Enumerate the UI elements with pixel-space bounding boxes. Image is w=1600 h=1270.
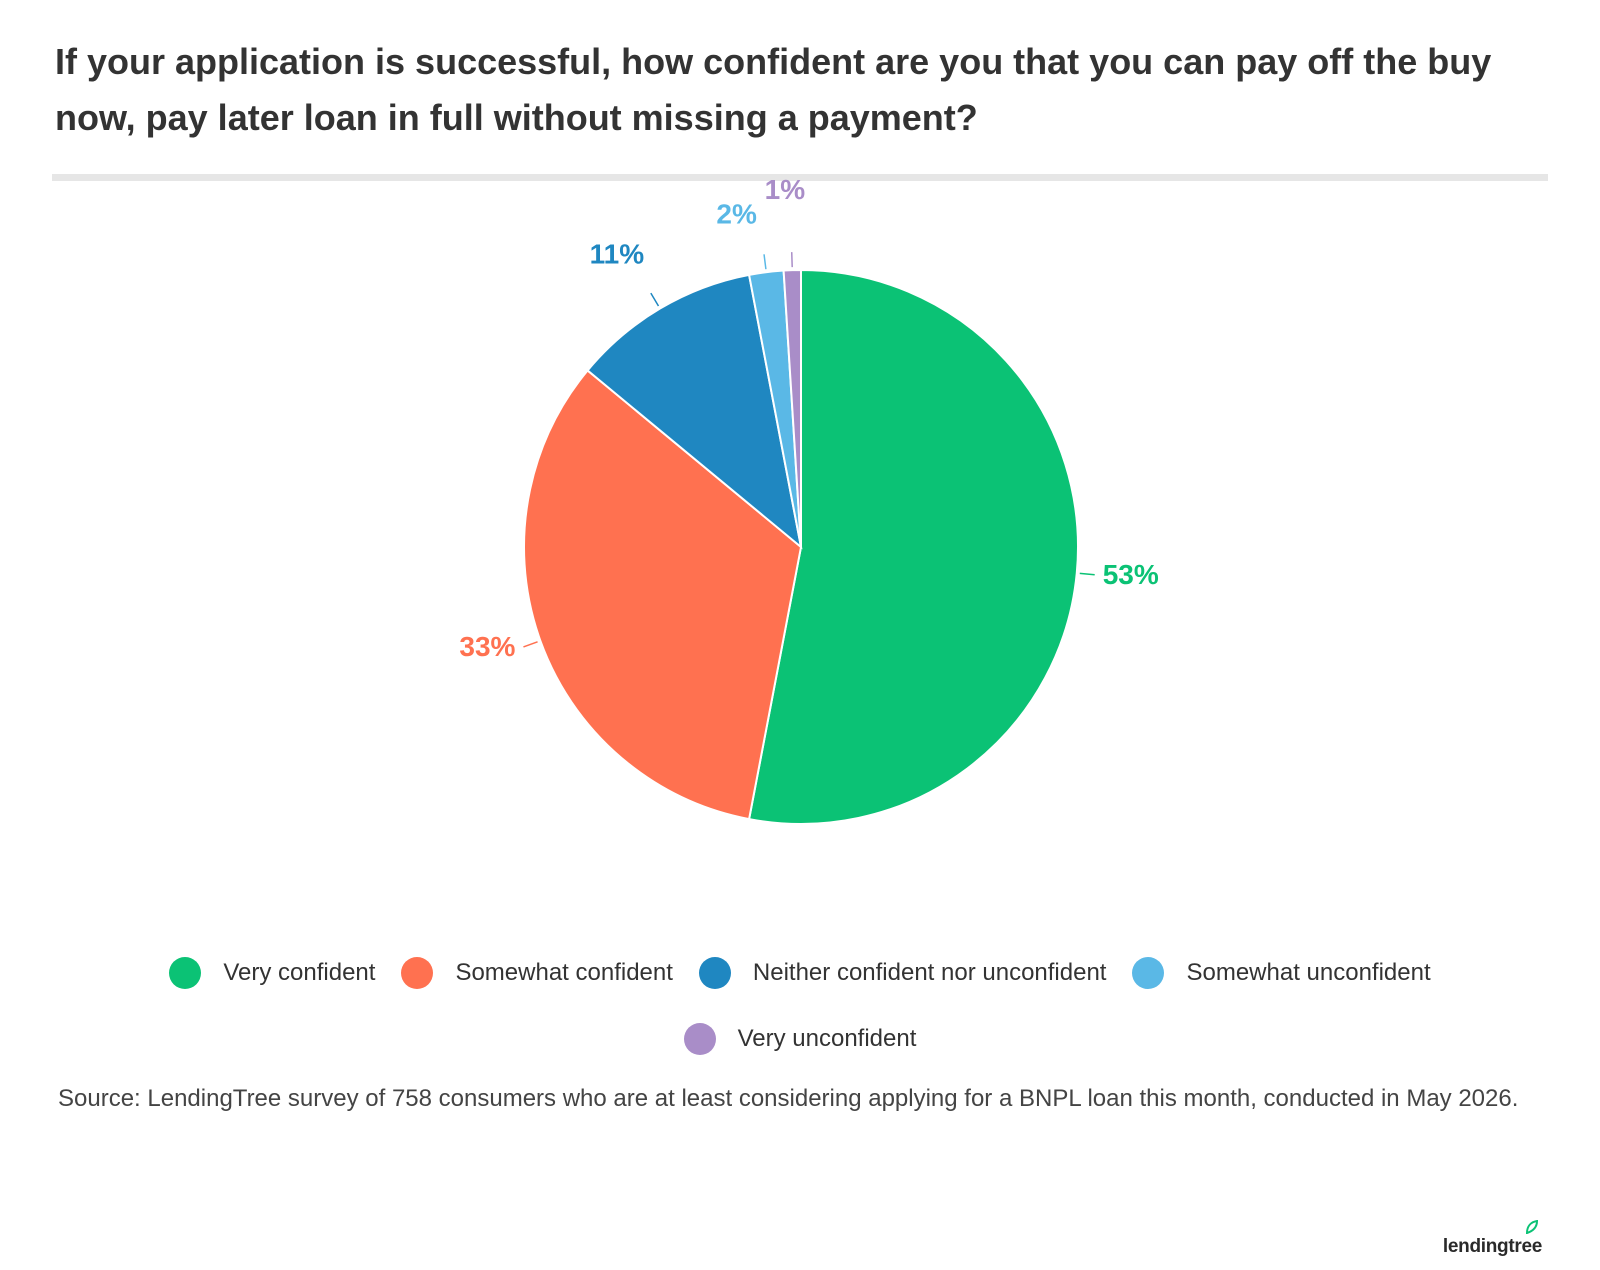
legend-item: Neither confident nor unconfident (698, 957, 1107, 989)
legend-swatch (698, 957, 731, 989)
legend-label: Somewhat unconfident (1186, 959, 1431, 986)
leaf-icon (1526, 1220, 1538, 1234)
data-label: 11% (590, 239, 645, 270)
legend-label: Neither confident nor unconfident (752, 959, 1107, 986)
legend-label: Somewhat confident (455, 959, 673, 986)
logo-text: lendingtree (1442, 1236, 1542, 1257)
legend-item: Very confident (169, 957, 375, 989)
legend-label: Very unconfident (737, 1025, 917, 1052)
legend-swatch (169, 957, 202, 989)
legend-swatch (1132, 957, 1165, 989)
source-note: Source: LendingTree survey of 758 consum… (58, 1085, 1519, 1112)
label-leader-line (1079, 572, 1095, 576)
legend-swatch (401, 957, 434, 989)
label-leader-line (523, 641, 538, 648)
label-leader-line (650, 292, 660, 307)
pie-slice-very-confident (747, 268, 1079, 825)
pie-slice-very-unconfident (782, 268, 802, 548)
chart-title: If your application is successful, how c… (55, 41, 1492, 138)
legend-item: Somewhat unconfident (1132, 957, 1431, 989)
title-divider (52, 174, 1548, 181)
label-leader-line (763, 254, 767, 270)
data-label: 1% (765, 174, 806, 205)
legend-item: Somewhat confident (401, 957, 673, 989)
lendingtree-logo: lendingtree (1442, 1220, 1542, 1258)
legend-label: Very confident (223, 959, 376, 986)
legend-row: Very unconfident (0, 1006, 1600, 1072)
legend-row: Very confident Somewhat confident Neither … (0, 940, 1600, 1006)
legend-swatch (683, 1023, 716, 1055)
legend-item: Very unconfident (683, 1023, 917, 1055)
data-label: 53% (1103, 559, 1159, 590)
chart-legend: Very confident Somewhat confident Neither … (0, 940, 1600, 1072)
data-label: 2% (716, 199, 757, 230)
pie-chart: 53% 33% 11% 2% 1% (459, 174, 1159, 825)
pie-slice-somewhat-confident (523, 369, 803, 821)
data-label: 33% (459, 631, 515, 662)
pie-slice-neither-confident-nor-unconfident (586, 273, 803, 550)
